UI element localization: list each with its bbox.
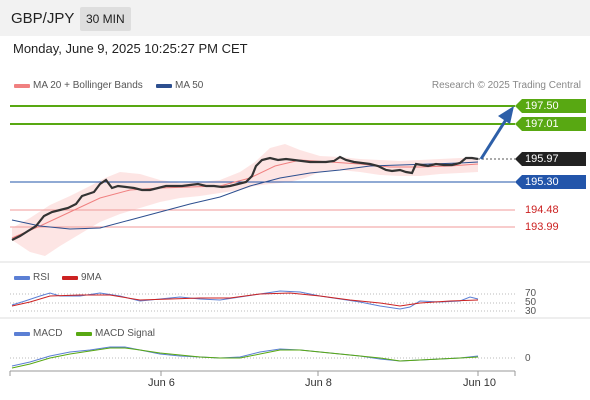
- macd-signal-line: [11, 347, 479, 369]
- header-bar: GBP/JPY 30 MIN: [0, 0, 590, 36]
- tag-r1-bg: [515, 117, 586, 131]
- x-label-jun8: Jun 8: [305, 377, 332, 389]
- timeframe-button[interactable]: 30 MIN: [80, 7, 131, 31]
- x-label-jun10: Jun 10: [463, 377, 497, 389]
- ma50-legend-label: MA 50: [175, 80, 204, 91]
- tag-r1: 197.01: [525, 118, 559, 130]
- research-credit: Research © 2025 Trading Central: [431, 80, 581, 91]
- bollinger-band: [12, 144, 478, 256]
- tag-pivot-bg: [515, 175, 586, 189]
- forecast-arrow-shaft: [479, 117, 509, 160]
- forecast-arrow-head: [498, 106, 514, 124]
- macd-signal-label: MACD Signal: [95, 328, 156, 339]
- tag-last-bg: [515, 152, 586, 166]
- rsi-label: RSI: [33, 272, 50, 283]
- rsi-9ma-label: 9MA: [81, 272, 102, 283]
- tag-last-price: 195.97: [525, 153, 559, 165]
- rsi-tick-30: 30: [525, 306, 537, 317]
- rsi-swatch: [14, 276, 30, 280]
- tag-s1: 194.48: [525, 204, 559, 216]
- tag-r2-bg: [515, 99, 586, 113]
- symbol-title: GBP/JPY: [11, 10, 75, 27]
- tag-s2: 193.99: [525, 221, 559, 233]
- ma50-swatch: [156, 84, 172, 88]
- macd-tick-zero: 0: [525, 353, 531, 364]
- rsi-9ma-line: [11, 292, 479, 307]
- ma20-swatch: [14, 84, 30, 88]
- rsi-tick-70: 70: [525, 288, 537, 299]
- datetime-label: Monday, June 9, 2025 10:25:27 PM CET: [13, 41, 248, 56]
- x-label-jun6: Jun 6: [148, 377, 175, 389]
- price-candles: [11, 155, 479, 241]
- tag-r2: 197.50: [525, 100, 559, 112]
- macd-signal-swatch: [76, 332, 92, 336]
- tag-pivot: 195.30: [525, 176, 559, 188]
- macd-label: MACD: [33, 328, 63, 339]
- macd-swatch: [14, 332, 30, 336]
- rsi-tick-50: 50: [525, 297, 537, 308]
- ma50-line: [11, 161, 479, 230]
- ma20-legend-label: MA 20 + Bollinger Bands: [33, 80, 143, 91]
- rsi-9ma-swatch: [62, 276, 78, 280]
